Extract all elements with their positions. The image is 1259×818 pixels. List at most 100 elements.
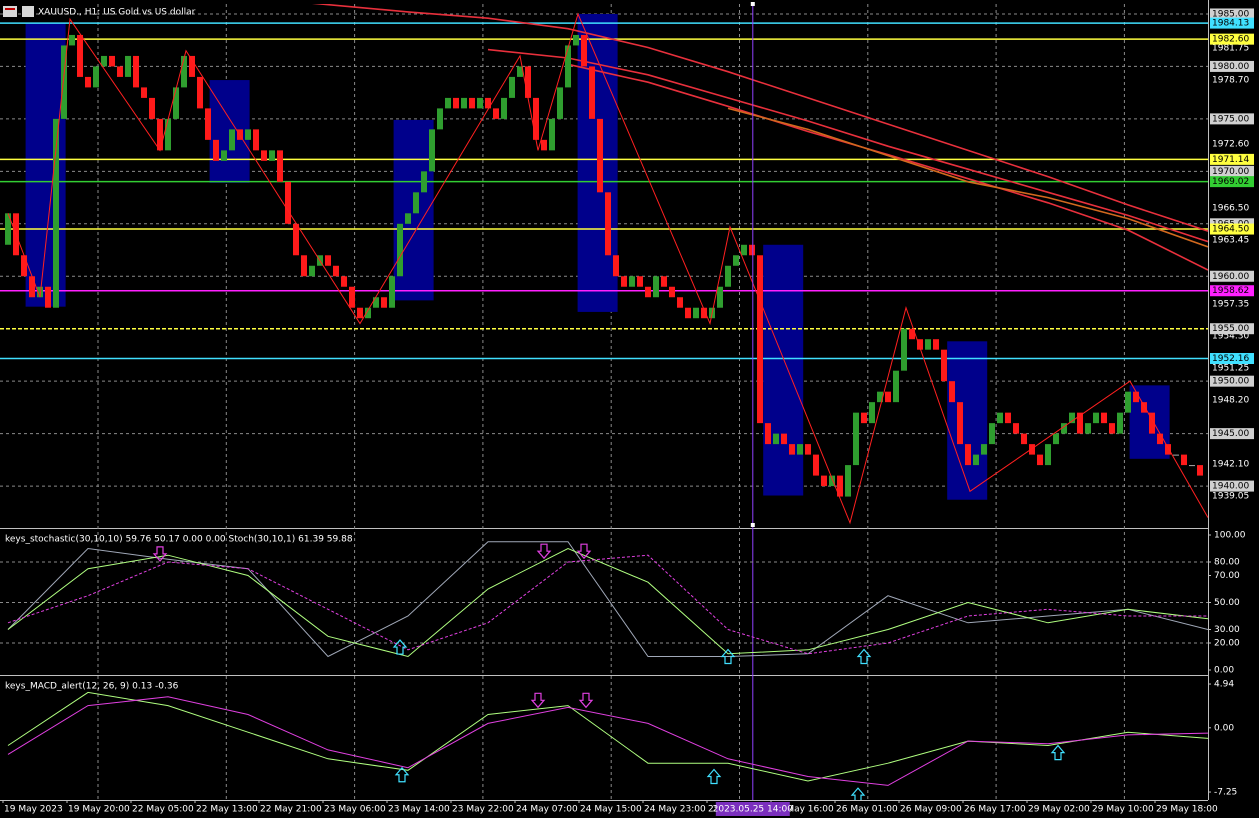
indicator-line [7,696,1208,786]
chart-header: XAUUSD., H1: US Gold vs US dollar [3,6,196,18]
candle [1133,391,1139,403]
candle [501,97,507,119]
candle [229,129,235,151]
candle [1141,402,1147,413]
candle [133,55,139,88]
y-tick-label: 1972.60 [1212,140,1249,150]
candle [357,307,363,319]
candle [797,444,803,455]
price-tick-box [1210,480,1254,492]
candle [293,223,299,256]
x-tick-label: 26 May 01:00 [836,805,898,815]
level-price-label: 1984.13 [1212,19,1249,29]
candle [1013,423,1019,434]
candle [413,192,419,214]
candle [1005,412,1011,424]
signal-arrow [576,543,592,560]
candle [981,444,987,455]
y-tick-label: 0.00 [1214,723,1234,733]
signal-arrow [850,787,866,800]
price-panel [0,4,1208,525]
chart-title: XAUUSD., H1: US Gold vs US dollar [38,8,196,18]
indicator-panel [7,691,1208,800]
moving-average [487,48,1208,243]
candle [389,276,395,308]
candle [1053,433,1059,445]
x-tick-label: 26 May 09:00 [900,805,962,815]
signal-arrow [720,648,736,665]
candle [517,66,523,77]
candle [669,286,675,298]
zigzag [7,12,1208,525]
signal-arrow [394,766,410,783]
y-tick-label: -7.25 [1214,788,1237,798]
candle [341,276,347,287]
level-price-box [1210,17,1254,29]
moving-average [311,4,1208,232]
y-tick-label: 1963.45 [1212,236,1249,246]
candle [805,444,811,455]
price-tick-label: 1970.00 [1212,167,1249,177]
candle [957,402,963,445]
candle [781,433,787,445]
candle [869,402,875,424]
candle [725,265,731,287]
candle [421,171,427,193]
candle [1165,444,1171,455]
candle [645,286,651,298]
candle [485,97,491,109]
signal-arrow [152,546,168,562]
x-tick-label: 19 May 20:00 [68,805,130,815]
price-tick-label: 1980.00 [1212,62,1249,72]
candle [685,307,691,319]
candle [285,181,291,224]
candle [621,276,627,287]
candle [5,213,11,245]
price-tick-box [1210,165,1254,177]
zone [947,341,988,500]
candle [53,118,59,308]
candle [261,150,267,161]
y-tick-label: 1978.70 [1212,76,1249,86]
candle [1077,412,1083,434]
x-tick-label: 19 May 2023 [4,805,63,815]
signal-arrow [856,648,872,665]
candle [637,276,643,287]
candle [653,276,659,298]
y-tick-label: 50.00 [1214,598,1240,608]
x-tick-label: 22 May 21:00 [260,805,322,815]
candle [789,444,795,455]
candle [117,66,123,77]
chart-icon[interactable] [22,6,34,17]
candle [429,129,435,172]
candle [461,97,467,109]
candle [125,55,131,77]
cursor-handle [750,2,755,6]
candle [213,139,219,161]
candle [397,223,403,277]
indicator-title: keys_MACD_alert(12, 26, 9) 0.13 -0.36 [5,682,179,692]
level-price-label: 1969.02 [1212,177,1249,187]
menu-icon[interactable] [3,6,17,17]
y-tick-label: 1954.30 [1212,332,1249,342]
candle [861,412,867,424]
candle [469,97,475,109]
candle [613,255,619,277]
signal-arrow [392,639,408,655]
y-tick-label: 30.00 [1214,625,1240,635]
candle [597,118,603,193]
candle [989,423,995,445]
candle [373,297,379,308]
candle [269,150,275,161]
candle [757,255,763,424]
candle [829,475,835,487]
candle [845,465,851,497]
candle [1109,423,1115,434]
candle [1117,412,1123,434]
candle [749,244,755,256]
candle [29,276,35,298]
candle [661,276,667,287]
level-price-box [1210,153,1254,165]
candle [629,276,635,287]
